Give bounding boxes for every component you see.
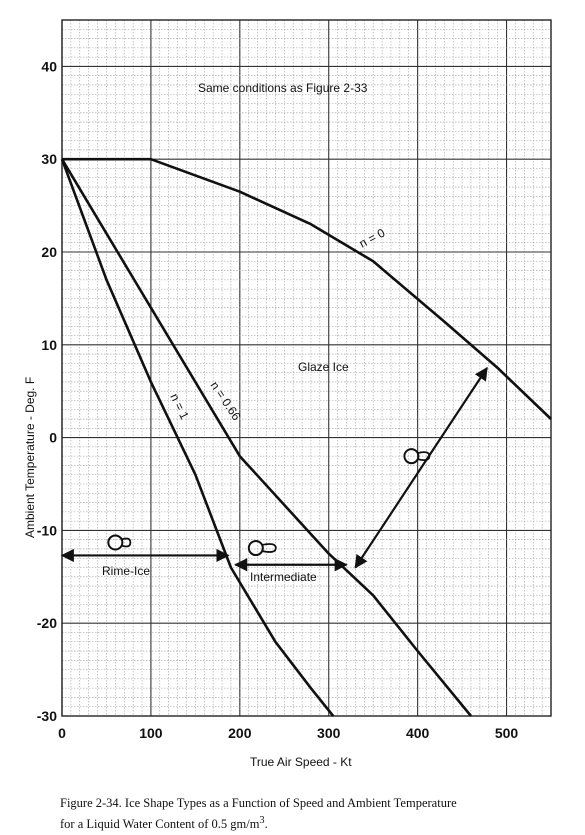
y-tick-label: 0 (49, 430, 57, 446)
curve-line-2 (60, 158, 335, 717)
curves (60, 157, 552, 717)
glaze-shape-icon (403, 448, 431, 465)
grid (61, 19, 552, 717)
caption-line-2: for a Liquid Water Content of 0.5 gm/m3. (60, 812, 580, 833)
figure-caption: Figure 2-34. Ice Shape Types as a Functi… (60, 795, 580, 833)
y-tick-label: 10 (41, 337, 57, 353)
x-tick-label: 0 (58, 725, 66, 741)
x-tick-label: 100 (139, 725, 163, 741)
y-tick-label: 20 (41, 244, 57, 260)
caption-line-1: Figure 2-34. Ice Shape Types as a Functi… (60, 796, 457, 810)
intermediate-label: Intermediate (250, 570, 317, 584)
chart-title: Same conditions as Figure 2-33 (198, 81, 368, 95)
ice-regime-arrows (60, 366, 488, 572)
chart: 0 100 200 300 400 500 -30 -20 -10 0 10 20 30 40 Same … (23, 19, 552, 769)
y-tick-label: 40 (41, 58, 57, 74)
x-tick-label: 200 (228, 725, 252, 741)
tick-labels: 0 100 200 300 400 500 -30 -20 -10 0 10 20 30 40 (37, 58, 519, 741)
caption-line-2-end: . (264, 817, 268, 832)
curve-label-n1: n = 1 (167, 391, 192, 422)
intermediate-shape-icon (247, 540, 277, 557)
y-tick-label: 30 (41, 151, 57, 167)
caption-line-2-text: for a Liquid Water Content of 0.5 gm/m (60, 817, 260, 832)
glaze-ice-label: Glaze Ice (298, 360, 349, 374)
y-tick-label: -20 (37, 615, 57, 631)
y-axis-label: Ambient Temperature - Deg. F (23, 377, 37, 538)
caption-superscript: 3 (259, 815, 265, 826)
x-axis-label: True Air Speed - Kt (250, 755, 352, 769)
plot-frame (61, 19, 552, 717)
rime-shape-icon (107, 534, 132, 551)
curve-line-0 (62, 157, 552, 420)
y-tick-label: -10 (37, 522, 57, 538)
x-tick-label: 300 (317, 725, 341, 741)
x-tick-label: 500 (495, 725, 519, 741)
rime-ice-label: Rime-Ice (102, 564, 150, 578)
curve-label-n0: n = 0 (357, 225, 388, 250)
x-tick-label: 400 (406, 725, 430, 741)
glaze-arrow (354, 366, 488, 569)
curve-line-1 (60, 158, 473, 717)
y-tick-label: -30 (37, 708, 57, 724)
